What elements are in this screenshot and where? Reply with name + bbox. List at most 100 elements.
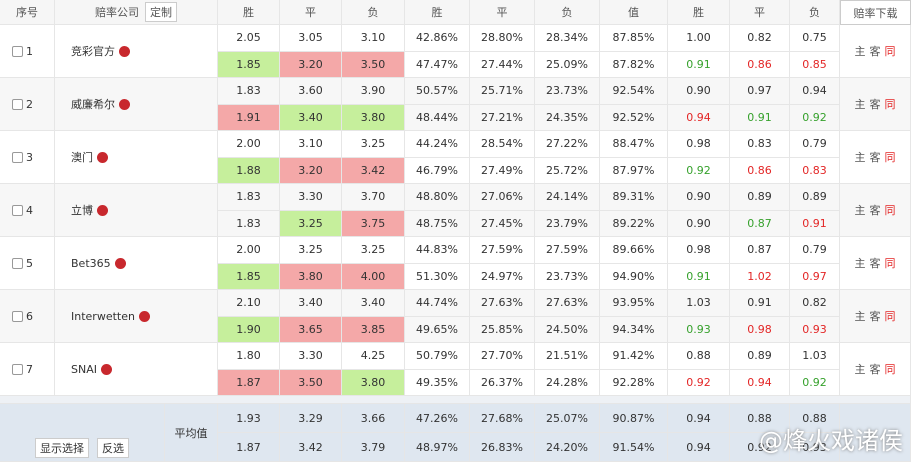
- odds-cell: 50.57%: [405, 78, 470, 105]
- odds-cell: 0.92: [668, 157, 730, 184]
- odds-cell: 4.25: [342, 343, 405, 370]
- row-link[interactable]: 客: [869, 257, 881, 270]
- odds-cell: 0.75: [790, 25, 840, 52]
- odds-cell: 0.90: [668, 78, 730, 105]
- odds-cell: 3.20: [280, 51, 342, 78]
- footer-button[interactable]: 显示选择: [35, 438, 89, 458]
- company-text: 竞彩官方: [71, 45, 115, 58]
- footer-button[interactable]: 反选: [97, 438, 129, 458]
- header-cell: 值: [600, 0, 668, 25]
- company-name: 竞彩官方: [55, 25, 218, 78]
- odds-cell: 24.50%: [535, 316, 600, 343]
- odds-cell: 3.25: [280, 210, 342, 237]
- odds-cell: 0.91: [668, 51, 730, 78]
- header-cell: 赔率下载: [840, 0, 911, 25]
- footer-left: 显示选择 反选: [0, 404, 165, 462]
- odds-cell: 1.03: [790, 343, 840, 370]
- row-link[interactable]: 主: [854, 45, 866, 58]
- odds-cell: 87.97%: [600, 157, 668, 184]
- row-link[interactable]: 同: [884, 151, 896, 164]
- odds-cell: 1.88: [218, 157, 280, 184]
- checkbox[interactable]: [12, 310, 23, 322]
- odds-cell: 3.20: [280, 157, 342, 184]
- header-cell: 胜: [668, 0, 730, 25]
- odds-cell: 3.25: [342, 131, 405, 158]
- odds-cell: 92.28%: [600, 369, 668, 396]
- odds-cell: 24.14%: [535, 184, 600, 211]
- odds-cell: 25.85%: [470, 316, 535, 343]
- row-link[interactable]: 同: [884, 204, 896, 217]
- company-name: Interwetten: [55, 290, 218, 343]
- row-link[interactable]: 客: [869, 310, 881, 323]
- index-number: 4: [26, 203, 33, 217]
- odds-cell: 24.35%: [535, 104, 600, 131]
- odds-cell: 27.59%: [470, 237, 535, 264]
- odds-cell: 0.88: [668, 343, 730, 370]
- row-link[interactable]: 主: [854, 363, 866, 376]
- header-cell: 赔率公司 定制: [55, 0, 218, 25]
- row-link[interactable]: 同: [884, 310, 896, 323]
- row-link[interactable]: 客: [869, 45, 881, 58]
- row-link[interactable]: 主: [854, 204, 866, 217]
- odds-cell: 48.44%: [405, 104, 470, 131]
- odds-cell: 26.83%: [470, 433, 535, 462]
- row-link[interactable]: 客: [869, 151, 881, 164]
- row-index: 7: [0, 343, 55, 396]
- company-icon: [138, 310, 150, 322]
- odds-cell: 2.10: [218, 290, 280, 317]
- row-link[interactable]: 客: [869, 363, 881, 376]
- checkbox[interactable]: [12, 151, 23, 163]
- row-links: 主客同: [840, 343, 911, 396]
- row-link[interactable]: 同: [884, 257, 896, 270]
- odds-cell: 0.97: [730, 78, 790, 105]
- checkbox[interactable]: [12, 204, 23, 216]
- row-link[interactable]: 同: [884, 363, 896, 376]
- odds-cell: 3.79: [342, 433, 405, 462]
- odds-cell: 23.73%: [535, 78, 600, 105]
- odds-cell: 46.79%: [405, 157, 470, 184]
- company-text: Bet365: [71, 256, 111, 270]
- index-number: 6: [26, 309, 33, 323]
- odds-cell: 3.65: [280, 316, 342, 343]
- odds-cell: 91.42%: [600, 343, 668, 370]
- row-index: 2: [0, 78, 55, 131]
- odds-cell: 27.44%: [470, 51, 535, 78]
- row-link[interactable]: 客: [869, 204, 881, 217]
- odds-cell: 42.86%: [405, 25, 470, 52]
- row-link[interactable]: 主: [854, 98, 866, 111]
- odds-cell: 0.92: [790, 369, 840, 396]
- odds-cell: 1.83: [218, 184, 280, 211]
- odds-cell: 93.95%: [600, 290, 668, 317]
- odds-cell: 27.45%: [470, 210, 535, 237]
- odds-cell: 27.59%: [535, 237, 600, 264]
- checkbox[interactable]: [12, 363, 23, 375]
- row-link[interactable]: 客: [869, 98, 881, 111]
- checkbox[interactable]: [12, 98, 23, 110]
- odds-cell: 0.93: [790, 433, 840, 462]
- odds-cell: 51.30%: [405, 263, 470, 290]
- odds-cell: 94.34%: [600, 316, 668, 343]
- odds-cell: 88.47%: [600, 131, 668, 158]
- odds-cell: 21.51%: [535, 343, 600, 370]
- checkbox[interactable]: [12, 45, 23, 57]
- odds-cell: 0.87: [730, 210, 790, 237]
- custom-button[interactable]: 定制: [145, 2, 177, 22]
- row-index: 4: [0, 184, 55, 237]
- row-link[interactable]: 同: [884, 98, 896, 111]
- row-index: 3: [0, 131, 55, 184]
- header-cell: 序号: [0, 0, 55, 25]
- odds-cell: 3.80: [342, 104, 405, 131]
- odds-cell: 27.63%: [535, 290, 600, 317]
- row-link[interactable]: 主: [854, 151, 866, 164]
- row-link[interactable]: 主: [854, 257, 866, 270]
- row-link[interactable]: 同: [884, 45, 896, 58]
- checkbox[interactable]: [12, 257, 23, 269]
- odds-cell: 3.60: [280, 78, 342, 105]
- odds-cell: 87.82%: [600, 51, 668, 78]
- odds-cell: 0.89: [730, 343, 790, 370]
- odds-cell: 25.72%: [535, 157, 600, 184]
- odds-cell: 87.85%: [600, 25, 668, 52]
- row-link[interactable]: 主: [854, 310, 866, 323]
- header-cell: 负: [342, 0, 405, 25]
- odds-cell: 0.92: [668, 369, 730, 396]
